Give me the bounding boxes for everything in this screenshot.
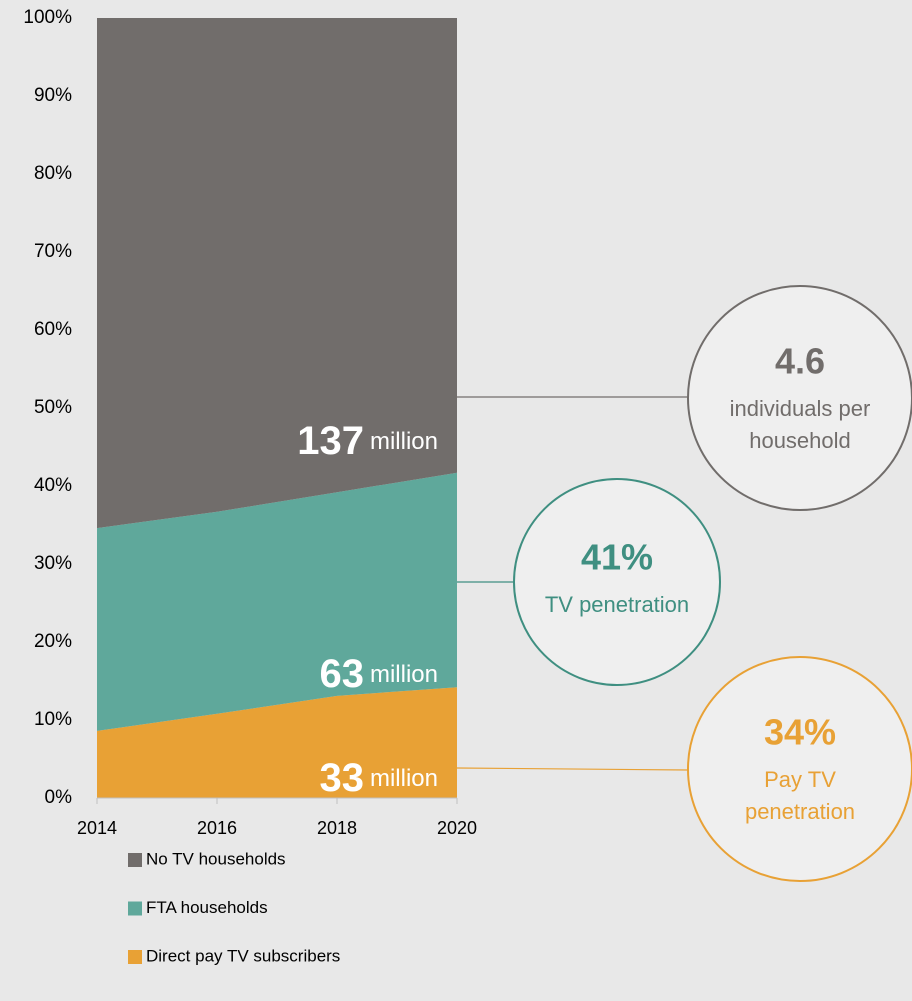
- leader-line: [456, 767, 689, 771]
- y-tick-label: 10%: [34, 709, 72, 730]
- area: [97, 472, 457, 731]
- area: [97, 18, 457, 529]
- annotation: 137 million: [297, 419, 438, 463]
- x-tick-label: 2018: [317, 818, 357, 838]
- x-tick-label: 2020: [437, 818, 477, 838]
- y-tick-label: 80%: [34, 163, 72, 184]
- callout-circle: [513, 478, 721, 686]
- callout-text: Pay TV: [764, 767, 836, 792]
- callout-text: penetration: [745, 799, 855, 824]
- annotation: 63 million: [319, 652, 438, 696]
- callout-value: 41%: [581, 537, 653, 578]
- annotation-value: 137: [297, 419, 364, 463]
- x-tick-label: 2014: [77, 818, 117, 838]
- y-tick-label: 50%: [34, 397, 72, 418]
- area: [97, 687, 457, 798]
- y-tick-label: 60%: [34, 319, 72, 340]
- y-tick-label: 0%: [45, 787, 73, 808]
- annotation-value: 33: [319, 756, 364, 800]
- legend-swatch: [128, 853, 142, 867]
- y-tick-label: 20%: [34, 631, 72, 652]
- callout-circle: [687, 656, 912, 882]
- legend-label: FTA households: [146, 898, 268, 917]
- annotation-value: 63: [319, 652, 364, 696]
- callout-circle: [687, 285, 912, 511]
- legend-label: Direct pay TV subscribers: [146, 946, 340, 965]
- y-tick-label: 30%: [34, 553, 72, 574]
- callout-text: individuals per: [730, 396, 871, 421]
- legend-swatch: [128, 950, 142, 964]
- y-tick-label: 90%: [34, 85, 72, 106]
- callout-text: TV penetration: [545, 592, 689, 617]
- legend-label: No TV households: [146, 849, 286, 868]
- annotation-unit: million: [370, 765, 438, 792]
- annotation-unit: million: [370, 661, 438, 688]
- y-tick-label: 100%: [23, 7, 72, 28]
- legend-swatch: [128, 901, 142, 916]
- callout-value: 34%: [764, 712, 836, 753]
- callout-text: household: [749, 428, 851, 453]
- y-tick-label: 70%: [34, 241, 72, 262]
- x-tick-label: 2016: [197, 818, 237, 838]
- annotation-unit: million: [370, 428, 438, 455]
- callout-value: 4.6: [775, 341, 825, 382]
- y-tick-label: 40%: [34, 475, 72, 496]
- annotation: 33 million: [319, 756, 438, 800]
